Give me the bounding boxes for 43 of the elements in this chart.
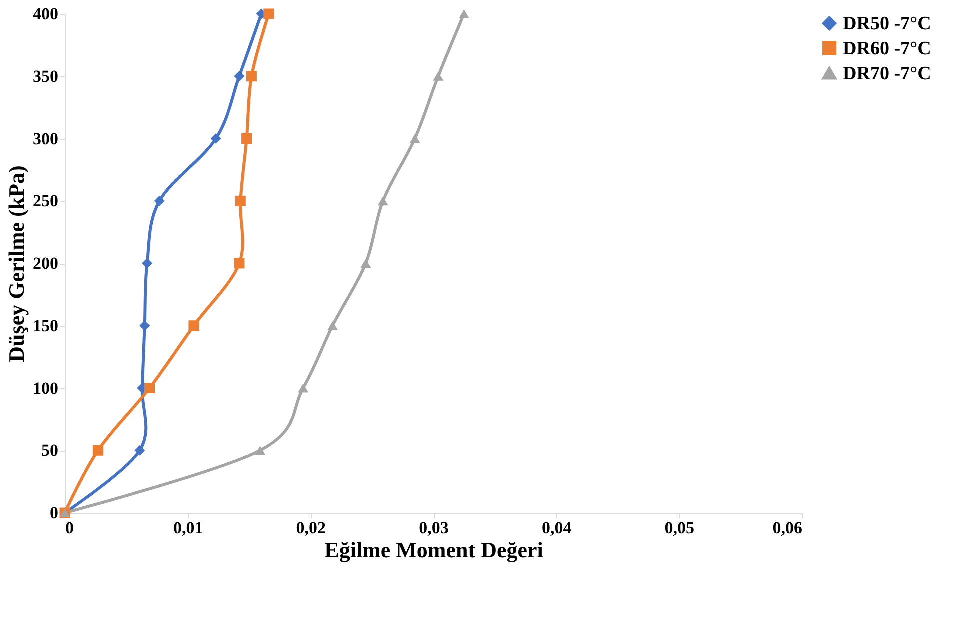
y-axis-title: Düşey Gerilme (kPa) bbox=[4, 166, 29, 362]
x-tick-label: 0,04 bbox=[542, 518, 572, 538]
x-tick-label: 0,02 bbox=[296, 518, 326, 538]
y-tick-label: 400 bbox=[33, 4, 58, 24]
point bbox=[154, 196, 165, 206]
legend-label: DR70 -7°C bbox=[843, 64, 932, 84]
x-tick-label: 0 bbox=[66, 518, 74, 538]
x-tick-label: 0,01 bbox=[173, 518, 204, 538]
point bbox=[142, 258, 153, 269]
point bbox=[188, 320, 200, 332]
point bbox=[433, 72, 444, 81]
point bbox=[360, 258, 372, 268]
point bbox=[246, 71, 257, 82]
point bbox=[234, 258, 245, 269]
y-tick-label: 350 bbox=[33, 66, 58, 86]
y-tick-label: 150 bbox=[33, 316, 58, 336]
point bbox=[298, 384, 309, 393]
point bbox=[134, 445, 146, 456]
point bbox=[234, 71, 245, 82]
y-tick-label: 0 bbox=[50, 504, 58, 522]
point bbox=[242, 134, 252, 144]
legend-label: DR50 -7°C bbox=[843, 14, 932, 34]
point bbox=[378, 196, 388, 206]
point bbox=[144, 383, 155, 394]
point bbox=[210, 134, 222, 144]
y-tick-label: 300 bbox=[33, 129, 58, 148]
legend-label: DR60 -7°C bbox=[843, 38, 932, 60]
x-tick-label: 0,05 bbox=[664, 518, 695, 538]
x-axis-title: Eğilme Moment Değeri bbox=[324, 538, 544, 562]
y-tick-label: 100 bbox=[33, 378, 58, 398]
x-tick-label: 0,03 bbox=[419, 518, 449, 538]
point bbox=[140, 320, 150, 332]
point bbox=[255, 446, 266, 456]
x-tick-label: 0,06 bbox=[772, 518, 802, 538]
y-tick-label: 50 bbox=[42, 441, 58, 460]
y-tick-label: 200 bbox=[33, 254, 58, 273]
point bbox=[410, 134, 420, 144]
point bbox=[92, 445, 104, 456]
point bbox=[328, 321, 338, 330]
point bbox=[235, 196, 246, 206]
y-tick-label: 250 bbox=[33, 192, 58, 211]
point bbox=[458, 9, 470, 19]
point bbox=[264, 8, 274, 20]
